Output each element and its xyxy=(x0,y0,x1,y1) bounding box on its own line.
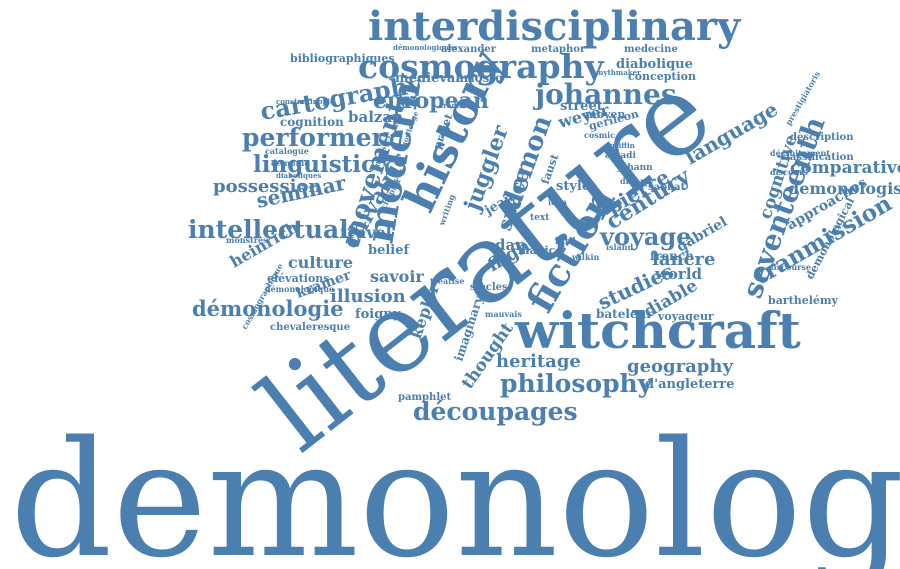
word: découpages xyxy=(413,397,578,426)
word: conception xyxy=(628,70,696,83)
word: balzan xyxy=(348,108,403,126)
word: catalogue xyxy=(265,146,309,156)
word: demonologist xyxy=(788,179,900,198)
word: heritage xyxy=(496,351,581,372)
word: constantinople xyxy=(276,97,335,106)
word: european xyxy=(373,88,489,114)
word: chevaleresque xyxy=(270,322,350,333)
word: tradition xyxy=(440,101,475,110)
word: philosophy xyxy=(500,369,654,398)
word: comparative xyxy=(790,158,900,178)
word: magic xyxy=(518,244,556,257)
word: interdisciplinary xyxy=(368,3,742,50)
word: bibliographiques xyxy=(290,52,395,65)
word: style xyxy=(556,179,590,194)
word: mythmaker xyxy=(596,68,641,77)
word: text xyxy=(530,213,550,223)
word: foigny xyxy=(355,307,401,322)
word: elévations xyxy=(267,272,329,285)
word: dan xyxy=(495,236,526,254)
word: french xyxy=(650,249,694,263)
word: démonologique xyxy=(265,284,334,294)
word: bateleur xyxy=(596,307,653,321)
word: discourse xyxy=(768,262,811,272)
word: amadi xyxy=(605,151,636,161)
word: witchcraft xyxy=(514,301,801,360)
word: cognition xyxy=(280,115,344,129)
word: description xyxy=(790,132,854,143)
word: treatise xyxy=(430,276,465,286)
word: mauvais xyxy=(485,309,522,319)
word: alexander xyxy=(441,44,497,55)
word: ariosto xyxy=(456,71,503,85)
word: possession xyxy=(213,176,322,197)
word: siècles xyxy=(470,282,508,293)
word: bird xyxy=(555,237,576,247)
word: moyen xyxy=(585,108,625,121)
word: sabbat xyxy=(648,182,686,193)
word: pamphlet xyxy=(398,392,451,403)
word: démonologiques xyxy=(393,43,458,52)
word: belief xyxy=(368,243,411,258)
word: dream xyxy=(620,176,649,186)
word: monstres xyxy=(226,235,268,245)
word: décroitement xyxy=(770,148,830,158)
word: wilkin xyxy=(571,252,600,262)
word: diabolique xyxy=(616,57,693,72)
word: island xyxy=(606,242,634,252)
word: metaphor xyxy=(531,44,586,55)
word: linguistic xyxy=(253,151,375,178)
word: lancre xyxy=(652,249,715,270)
word: voyageur xyxy=(657,310,714,323)
word: travel xyxy=(340,223,392,242)
word: culture xyxy=(288,253,353,272)
word: intellectual xyxy=(188,215,349,244)
word: idea xyxy=(548,197,567,207)
word: medieval xyxy=(395,71,460,86)
word: street xyxy=(560,99,603,114)
word: johannes xyxy=(532,78,677,111)
word: world xyxy=(654,265,703,283)
word: illusion xyxy=(330,286,406,307)
word: cosmography xyxy=(358,47,605,86)
word: barthelémy xyxy=(768,294,839,307)
word: savoir xyxy=(370,267,424,286)
word: performer xyxy=(242,123,386,152)
word: discours xyxy=(770,167,808,177)
word: d'angleterre xyxy=(645,377,735,392)
word: voyage xyxy=(599,222,692,251)
word: geography xyxy=(627,356,733,377)
word: diaboliques xyxy=(276,171,321,180)
word: demonic xyxy=(271,158,309,168)
word: démonologie xyxy=(192,296,344,321)
word: demonology xyxy=(10,406,900,569)
word: johann xyxy=(617,163,653,173)
word: cosmic xyxy=(584,130,615,140)
word: classification xyxy=(780,152,854,163)
word: medecine xyxy=(624,44,678,55)
word: griffin xyxy=(610,141,635,150)
